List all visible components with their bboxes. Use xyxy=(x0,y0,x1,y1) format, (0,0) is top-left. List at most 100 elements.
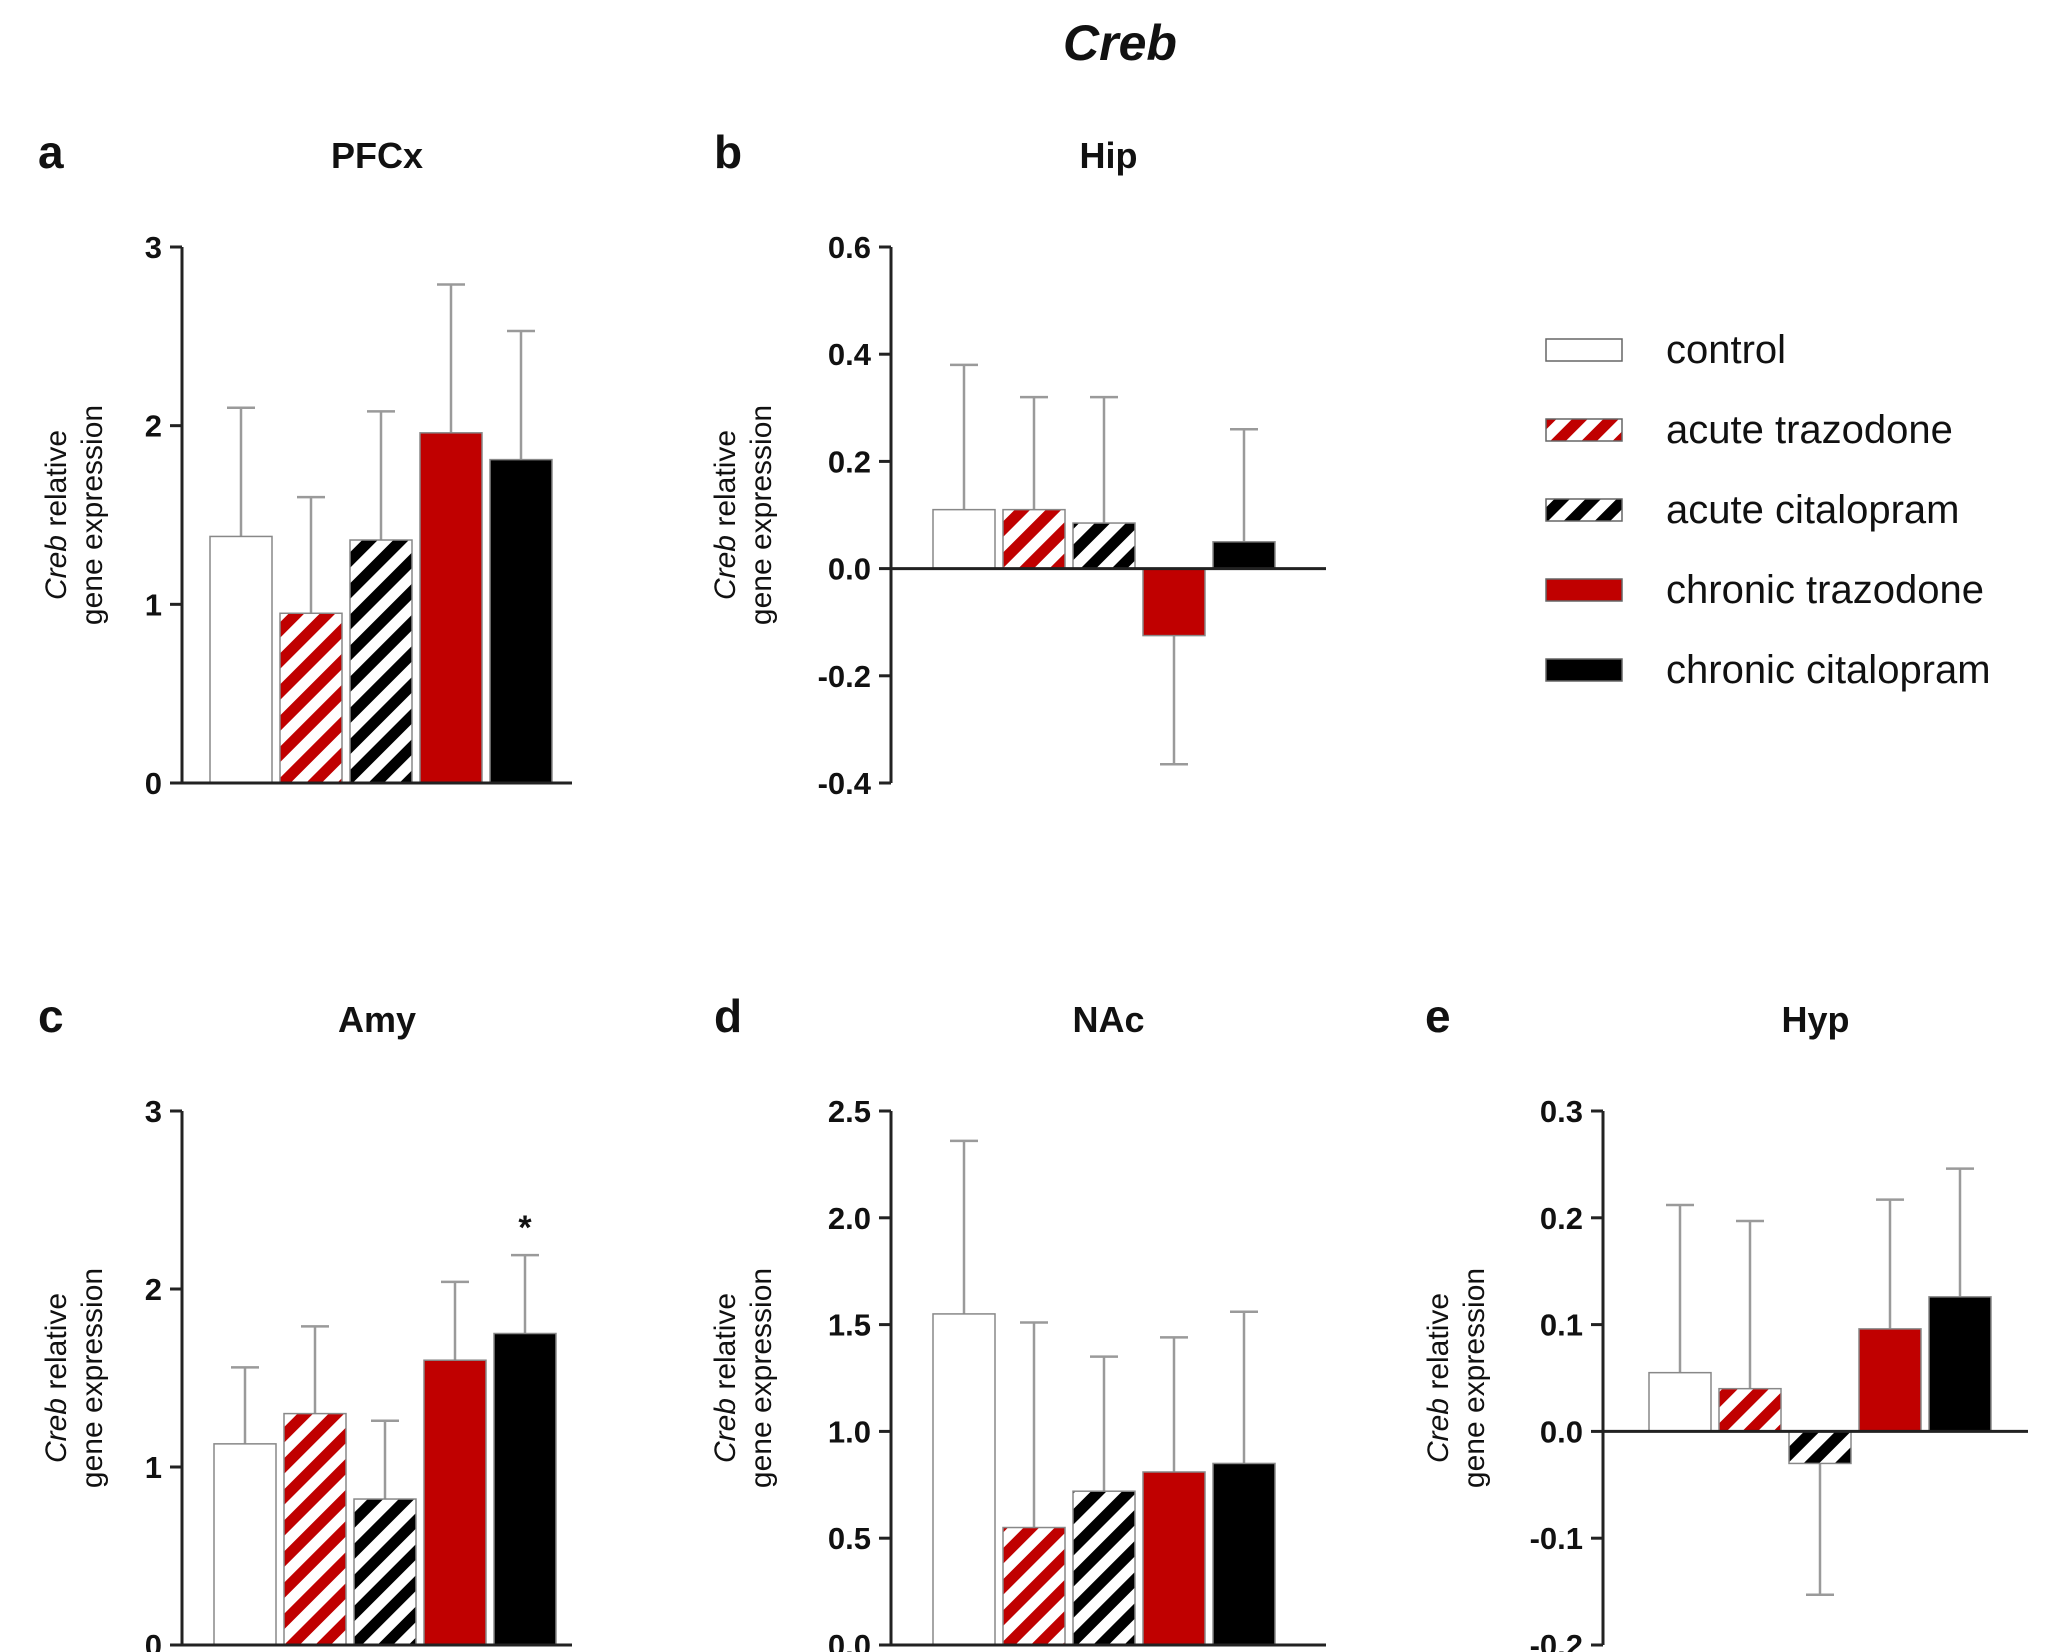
y-tick-label: 3 xyxy=(145,1094,162,1129)
y-tick-label: 0 xyxy=(145,1628,162,1652)
bar-chronic-trazodone xyxy=(1142,567,1206,637)
y-axis-label-italic: Creb xyxy=(40,535,73,600)
legend-item-acute-trazodone: acute trazodone xyxy=(1545,408,1953,452)
y-axis-label: Creb relative xyxy=(40,1293,73,1463)
bar-acute-trazodone xyxy=(1002,508,1066,570)
bar-acute-trazodone xyxy=(283,1412,347,1646)
bar-chronic-citalopram xyxy=(1212,541,1276,570)
legend-swatch xyxy=(1545,338,1623,362)
y-tick-label: 0.5 xyxy=(828,1521,871,1556)
y-tick-label: 2.0 xyxy=(828,1201,871,1236)
panel-c: c Amy Creb relative gene expression 0 1 2 3 * xyxy=(38,990,572,1652)
bar-chronic-trazodone xyxy=(423,1359,487,1646)
legend-item-chronic-citalopram: chronic citalopram xyxy=(1545,648,1991,692)
y-axis-label-line2: gene expression xyxy=(745,405,778,625)
panel-letter: d xyxy=(714,990,742,1042)
panel-e: e Hyp Creb relative gene expression -0.2 -0.1… xyxy=(1422,990,2028,1652)
y-axis-label-line2: gene expression xyxy=(76,405,109,625)
legend-label: acute trazodone xyxy=(1666,408,1953,452)
y-tick-label: 0.0 xyxy=(828,1628,871,1652)
panel-letter: b xyxy=(714,126,742,178)
legend-label: control xyxy=(1666,328,1786,372)
bar-control xyxy=(932,1313,996,1646)
y-tick-label: 0.4 xyxy=(828,337,872,372)
panel-letter: e xyxy=(1425,990,1451,1042)
bar-chronic-trazodone xyxy=(1858,1328,1922,1433)
bar-chronic-trazodone xyxy=(419,432,483,784)
legend-item-acute-citalopram: acute citalopram xyxy=(1545,488,1959,532)
y-axis-label-line2: gene expression xyxy=(76,1268,109,1488)
legend-swatch xyxy=(1545,498,1623,522)
bar-acute-citalopram xyxy=(1072,1490,1136,1646)
significance-marker: * xyxy=(518,1209,532,1247)
bar-chronic-trazodone xyxy=(1142,1471,1206,1646)
panel-d: d NAc Creb relative gene expression 0.0 0.5 1.… xyxy=(709,990,1326,1652)
panel-b: b Hip Creb relative gene expression -0.4 -0.2… xyxy=(709,126,1326,801)
panel-title: Amy xyxy=(338,999,416,1040)
y-axis-label-rest: relative xyxy=(40,430,73,535)
y-tick-label: -0.2 xyxy=(1530,1628,1583,1652)
y-tick-label: 0.6 xyxy=(828,230,871,265)
y-axis-label-italic: Creb xyxy=(40,1398,73,1463)
legend-item-chronic-trazodone: chronic trazodone xyxy=(1545,568,1984,612)
y-tick-label: 0.3 xyxy=(1540,1094,1583,1129)
y-tick-label: 0 xyxy=(145,766,162,801)
y-tick-label: 1 xyxy=(145,1450,162,1485)
panel-title: NAc xyxy=(1072,999,1144,1040)
y-tick-label: 0.1 xyxy=(1540,1308,1583,1343)
y-tick-label: -0.4 xyxy=(818,766,872,801)
bar-control xyxy=(1648,1371,1712,1433)
y-tick-label: -0.2 xyxy=(818,659,871,694)
bar-acute-citalopram xyxy=(1788,1430,1852,1465)
y-axis-label: Creb relative xyxy=(709,430,742,600)
y-axis-label: Creb relative xyxy=(40,430,73,600)
y-tick-label: 1.5 xyxy=(828,1308,871,1343)
y-tick-label: 1 xyxy=(145,587,162,622)
bar-control xyxy=(213,1443,277,1646)
y-axis-label-italic: Creb xyxy=(1422,1398,1455,1463)
y-tick-label: 0.0 xyxy=(828,552,871,587)
y-axis-label-rest: relative xyxy=(1422,1293,1455,1398)
y-tick-label: 0.0 xyxy=(1540,1414,1583,1449)
bar-chronic-citalopram xyxy=(493,1332,557,1646)
figure-title: Creb xyxy=(1063,15,1177,71)
y-axis-label-italic: Creb xyxy=(709,1398,742,1463)
y-tick-label: -0.1 xyxy=(1530,1521,1583,1556)
y-axis-label-rest: relative xyxy=(709,430,742,535)
bar-control xyxy=(209,535,273,784)
y-tick-label: 2 xyxy=(145,1272,162,1307)
legend-swatch xyxy=(1545,418,1623,442)
bar-acute-trazodone xyxy=(279,612,343,784)
legend-swatch xyxy=(1545,578,1623,602)
y-tick-label: 0.2 xyxy=(828,444,871,479)
panel-letter: a xyxy=(38,126,64,178)
bar-acute-trazodone xyxy=(1718,1387,1782,1433)
bar-control xyxy=(932,508,996,570)
legend-label: chronic citalopram xyxy=(1666,648,1991,692)
bar-acute-trazodone xyxy=(1002,1526,1066,1646)
y-tick-label: 2 xyxy=(145,409,162,444)
bar-chronic-citalopram xyxy=(1212,1462,1276,1646)
y-tick-label: 3 xyxy=(145,230,162,265)
y-axis-label: Creb relative xyxy=(1422,1293,1455,1463)
legend-item-control: control xyxy=(1545,328,1786,372)
legend-swatch xyxy=(1545,658,1623,682)
panel-title: PFCx xyxy=(331,135,423,176)
bar-chronic-citalopram xyxy=(489,458,553,784)
y-axis-label-line2: gene expression xyxy=(745,1268,778,1488)
legend-label: acute citalopram xyxy=(1666,488,1959,532)
bar-acute-citalopram xyxy=(353,1498,417,1646)
y-axis-label: Creb relative xyxy=(709,1293,742,1463)
y-tick-label: 0.2 xyxy=(1540,1201,1583,1236)
panel-title: Hyp xyxy=(1781,999,1849,1040)
legend-label: chronic trazodone xyxy=(1666,568,1984,612)
y-axis-label-rest: relative xyxy=(709,1293,742,1398)
bar-chronic-citalopram xyxy=(1928,1296,1992,1433)
panel-title: Hip xyxy=(1080,135,1138,176)
panel-a: a PFCx Creb relative gene expression 0 1 2 3 xyxy=(38,126,572,801)
bar-acute-citalopram xyxy=(1072,522,1136,570)
y-axis-label-rest: relative xyxy=(40,1293,73,1398)
y-axis-label-line2: gene expression xyxy=(1458,1268,1491,1488)
